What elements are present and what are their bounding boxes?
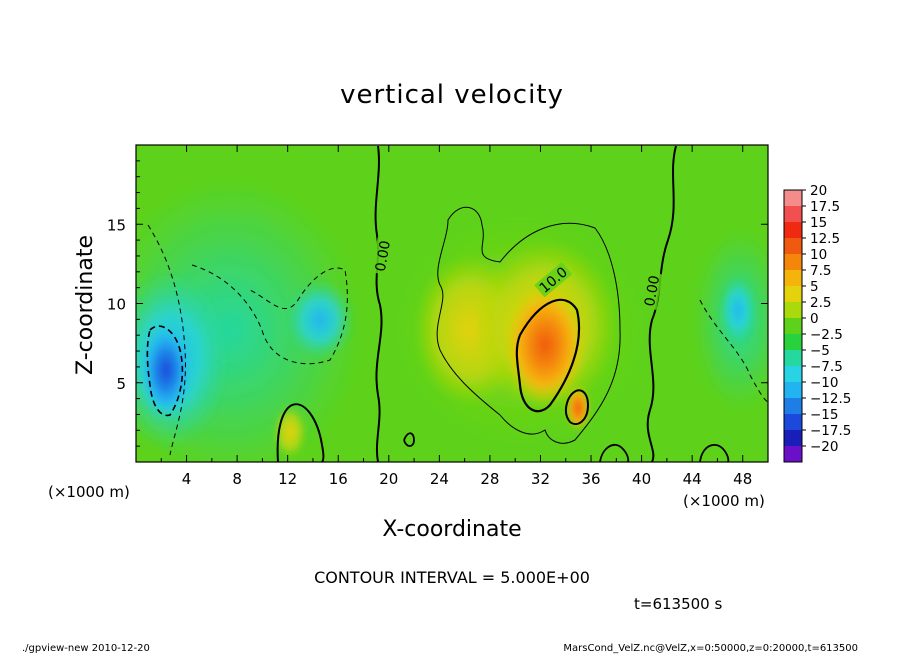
colorbar-swatch [784,270,802,287]
x-tick-label: 4 [182,470,192,488]
contour-five-outer [436,206,621,444]
colorbar-label: 5 [810,279,819,295]
colorbar-label: −17.5 [810,423,851,439]
footer-right: MarsCond_VelZ.nc@VelZ,x=0:50000,z=0:2000… [563,643,858,654]
contour-ten [515,298,581,413]
colorbar: 2017.51512.5107.552.50−2.5−5−7.5−10−12.5… [783,183,851,463]
x-tick-label: 8 [232,470,242,488]
contour-bottom-cells [403,432,730,462]
x-tick-label: 36 [581,470,600,488]
colorbar-label: −12.5 [810,391,851,407]
y-tick-label: 15 [107,216,126,234]
colorbar-swatch [784,334,802,351]
x-tick-label: 44 [683,470,702,488]
colorbar-label: 2.5 [810,295,831,311]
colorbar-swatch [784,190,802,207]
x-axis: 4 8 12 16 20 24 28 32 36 40 44 48 [160,145,752,488]
colorbar-label: −15 [810,407,839,423]
y-tick-label: 5 [116,375,126,393]
contour-label-backdrop [534,262,573,298]
contour-label: 0.00 [373,239,394,272]
x-tick-label: 32 [531,470,550,488]
downdraft-mid [286,280,354,360]
x-tick-label: 20 [379,470,398,488]
x-tick-label: 40 [632,470,651,488]
contour-zero-left [374,145,383,462]
x-tick-label: 16 [329,470,348,488]
colorbar-swatch [784,350,802,367]
x-tick-label: 12 [278,470,297,488]
colorbar-swatch [784,206,802,223]
colorbar-swatch [784,446,802,463]
colorbar-label: 17.5 [810,199,840,215]
contour-label: 0.00 [642,274,663,307]
colorbar-label: 15 [810,215,827,231]
footer-left: ./gpview-new 2010-12-20 [22,643,150,654]
colorbar-swatch [784,414,802,431]
colorbar-swatch [784,398,802,415]
y-tick-label: 10 [107,296,126,314]
x-tick-label: 48 [733,470,752,488]
x-unit-left: (×1000 m) [48,483,130,501]
downdraft-core-left [140,322,192,418]
colorbar-frame [783,189,803,463]
x-unit-right: (×1000 m) [683,492,765,510]
colorbar-swatch [784,302,802,319]
time-note: t=613500 s [634,595,722,613]
colorbar-swatch [784,254,802,271]
x-tick-label: 24 [430,470,449,488]
contour-ten-small [564,389,590,425]
colorbar-label: 7.5 [810,263,831,279]
contour-label-backdrop [371,236,394,276]
downdraft-right [720,276,756,344]
chart-title: vertical velocity [340,80,564,110]
contour-interval-note: CONTOUR INTERVAL = 5.000E+00 [314,568,590,587]
colorbar-label: 12.5 [810,231,840,247]
contour-negative-strong [146,325,184,417]
colorbar-swatch [784,286,802,303]
colorbar-swatch [784,238,802,255]
colorbar-swatch [784,430,802,447]
y-axis-label: Z-coordinate [73,235,98,375]
contour-negative-mid [191,264,348,365]
colorbar-label: −10 [810,375,839,391]
colorbar-label: −5 [810,343,830,359]
colorbar-label: −7.5 [810,359,843,375]
colorbar-label: 20 [810,183,827,199]
colorbar-swatch [784,222,802,239]
field-map [136,145,768,462]
contour-five-left-bump [276,403,325,462]
colorbar-label: 0 [810,311,819,327]
updraft-core [505,285,585,405]
x-axis-label: X-coordinate [382,517,521,542]
contour-zero-right [646,145,677,462]
colorbar-label: −2.5 [810,327,843,343]
x-tick-label: 28 [480,470,499,488]
contour-label-backdrop [640,271,663,310]
y-axis: 5 10 15 [107,160,768,447]
contour-negative-right [699,299,768,403]
colorbar-label: 10 [810,247,827,263]
colorbar-swatch [784,382,802,399]
contour-negative-left [147,224,186,456]
colorbar-swatch [784,318,802,335]
colorbar-swatch [784,366,802,383]
colorbar-label: −20 [810,439,839,455]
